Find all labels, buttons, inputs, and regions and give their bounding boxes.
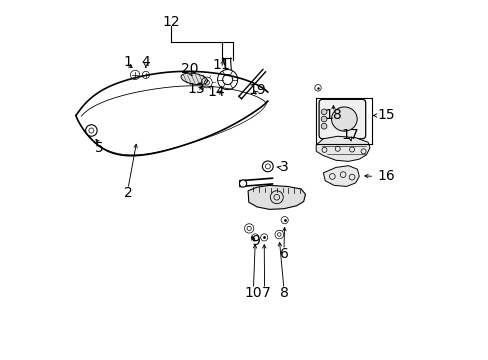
Text: 20: 20 [181,62,198,76]
Text: 7: 7 [261,286,270,300]
Text: 6: 6 [279,247,288,261]
Text: 12: 12 [162,15,180,29]
Ellipse shape [331,107,356,131]
Polygon shape [323,166,359,186]
Text: 9: 9 [250,234,259,248]
Text: 18: 18 [324,108,342,122]
Text: 2: 2 [123,185,132,199]
Polygon shape [247,185,305,210]
Text: 15: 15 [376,108,394,122]
Text: 13: 13 [187,82,204,95]
Text: 14: 14 [206,85,224,99]
Text: 5: 5 [95,141,103,155]
Text: 1: 1 [123,55,132,69]
Text: 4: 4 [141,55,150,69]
Circle shape [321,123,326,129]
Polygon shape [316,136,369,161]
Ellipse shape [181,73,207,85]
Text: 19: 19 [248,84,265,97]
Text: 11: 11 [212,58,229,72]
Text: 3: 3 [280,161,288,175]
Text: 10: 10 [244,286,262,300]
Text: 17: 17 [341,128,358,142]
FancyBboxPatch shape [319,99,365,139]
Circle shape [321,116,326,122]
Circle shape [239,180,246,187]
Text: 16: 16 [376,170,394,183]
Text: 8: 8 [279,286,288,300]
Circle shape [321,109,326,115]
